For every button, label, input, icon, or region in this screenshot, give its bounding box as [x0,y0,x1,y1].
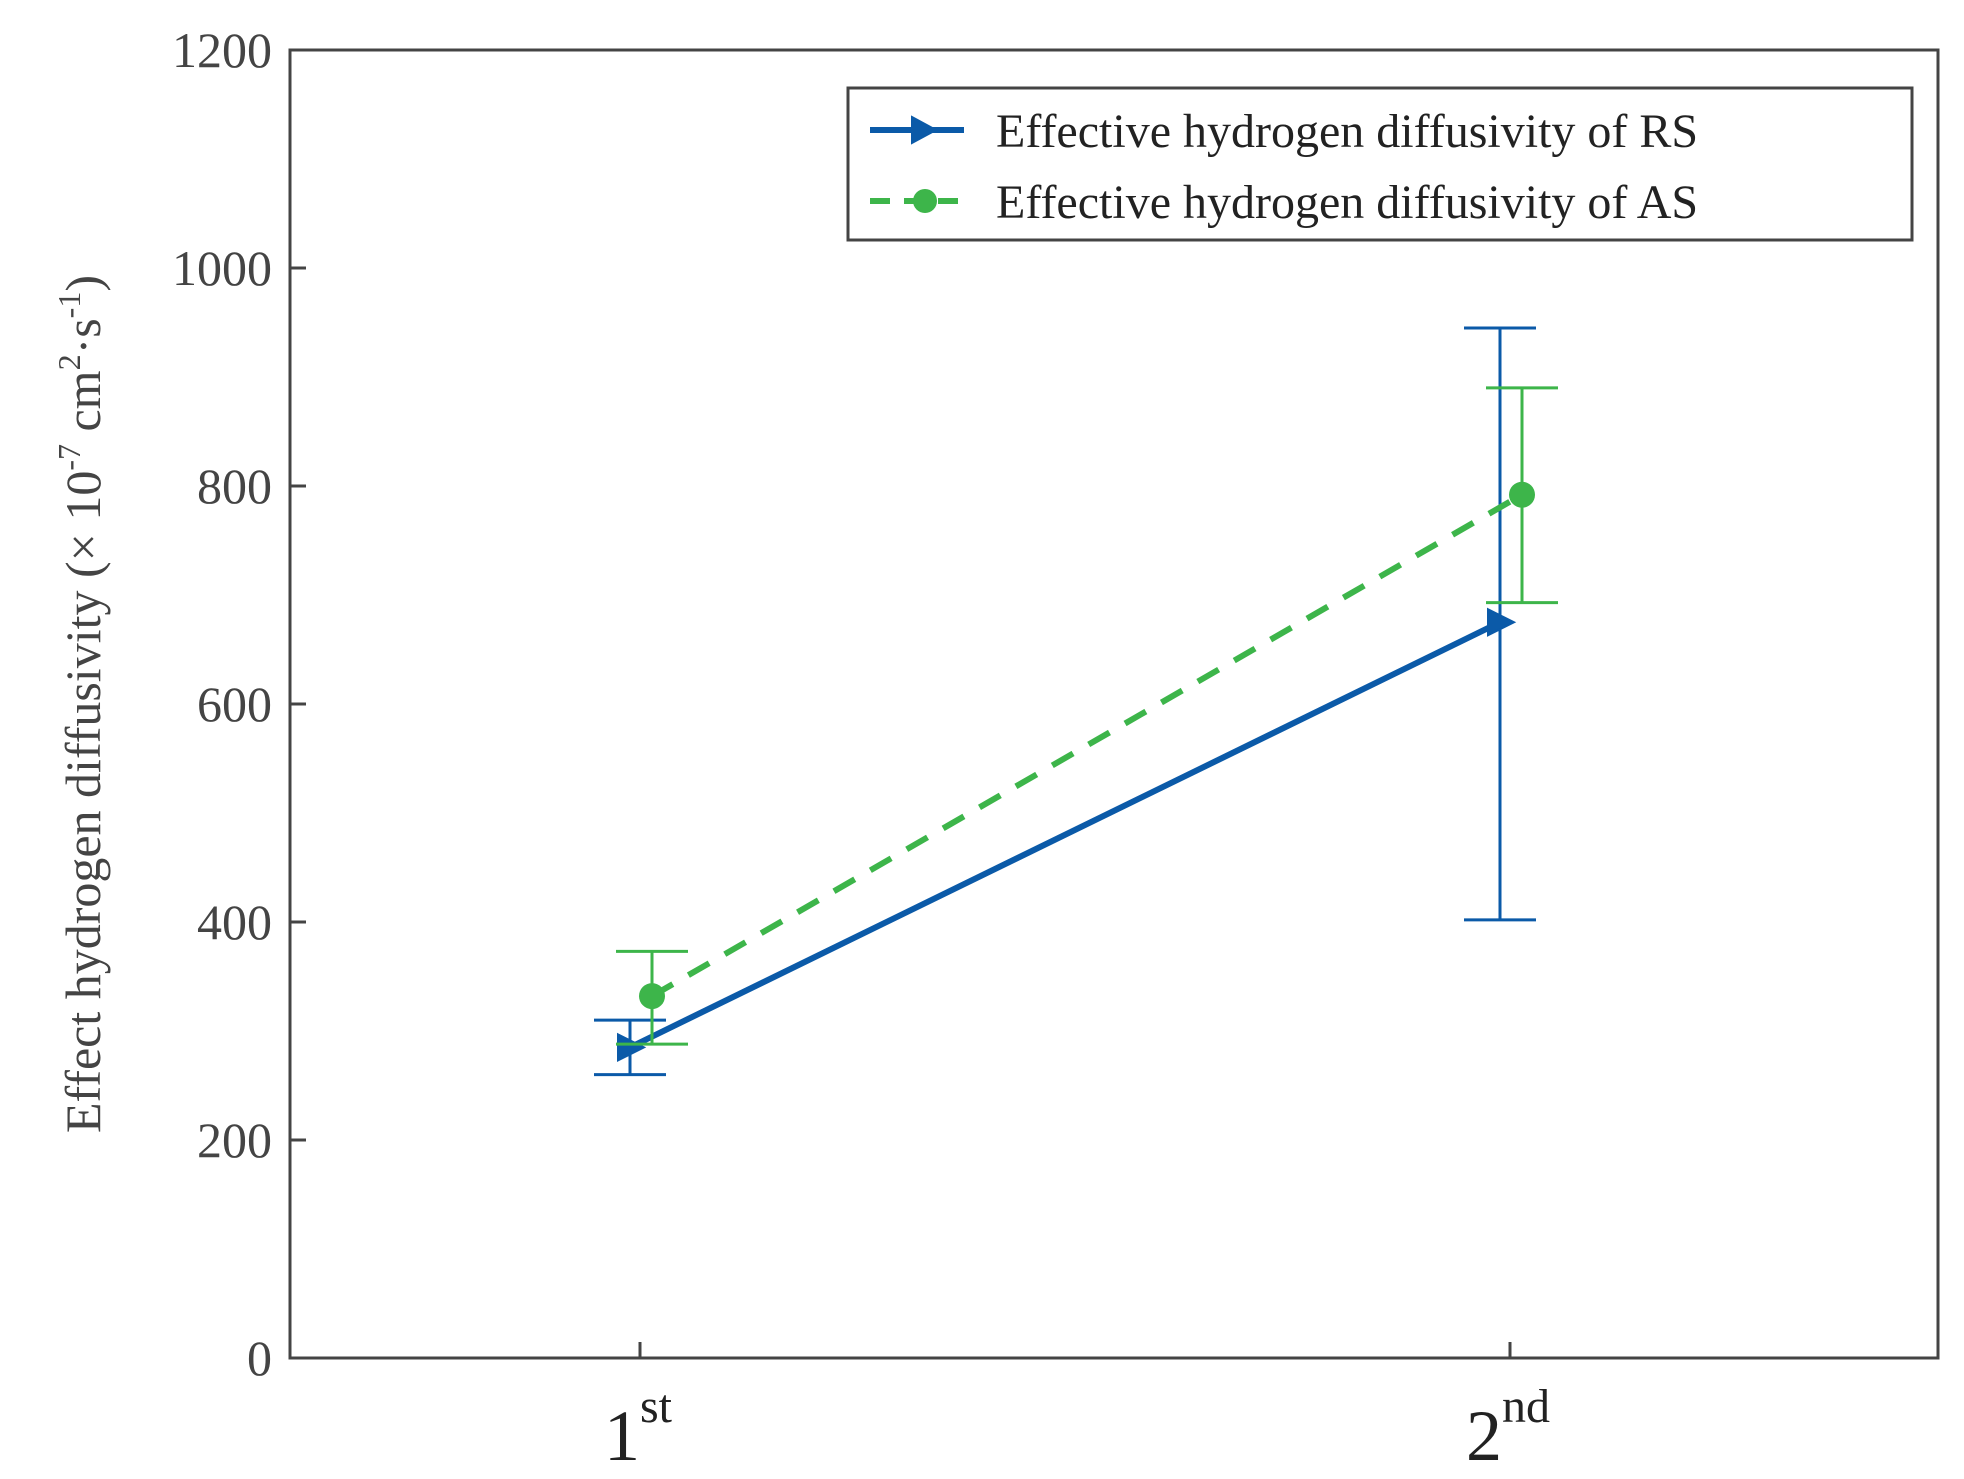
y-axis-title-exp3: -1 [51,292,87,319]
y-axis-ticks: 0 200 400 600 800 1000 1200 [172,22,306,1386]
x-category-base: 1 [604,1396,640,1476]
y-tick-label: 400 [197,894,272,950]
legend-rs-label: Effective hydrogen diffusivity of RS [996,105,1698,158]
y-tick-label: 1200 [172,22,272,78]
y-tick-label: 800 [197,458,272,514]
x-axis-categories: 1st 2nd [604,1342,1550,1476]
y-tick-label: 1000 [172,240,272,296]
plot-frame [288,48,1940,1360]
series-line [650,492,1524,999]
y-tick-label: 200 [197,1112,272,1168]
x-category-sup: nd [1502,1380,1550,1433]
x-category-base: 2 [1466,1396,1502,1476]
legend-rs-marker [911,115,939,145]
y-tick-label: 600 [197,676,272,732]
legend: Effective hydrogen diffusivity of RS Eff… [846,86,1914,242]
y-axis-title-prefix: Effect hydrogen diffusivity (× 10 [55,471,111,1133]
legend-as-marker [913,189,937,213]
y-axis-title-exp2: 2 [51,354,87,370]
x-category-sup: st [640,1380,673,1433]
y-axis-title-suffix: ) [55,275,111,292]
legend-box [846,86,1914,242]
y-axis-title-mid1: cm [55,370,111,444]
series-as [616,386,1558,1046]
data-point [1509,481,1535,508]
x-category-label: 1st [604,1380,673,1476]
y-axis-title-exp1: -7 [51,444,87,471]
data-point [617,1032,647,1062]
x-category-label: 2nd [1466,1380,1550,1476]
legend-as-label: Effective hydrogen diffusivity of AS [996,176,1698,229]
data-point [1487,607,1517,637]
series-line [628,619,1502,1051]
y-axis-title-mid2: ·s [55,318,111,354]
series-layer [594,326,1558,1077]
y-axis-title: Effect hydrogen diffusivity (× 10-7 cm2·… [51,275,111,1133]
series-rs [594,326,1536,1077]
y-tick-label: 0 [247,1330,272,1386]
data-point [639,983,665,1010]
